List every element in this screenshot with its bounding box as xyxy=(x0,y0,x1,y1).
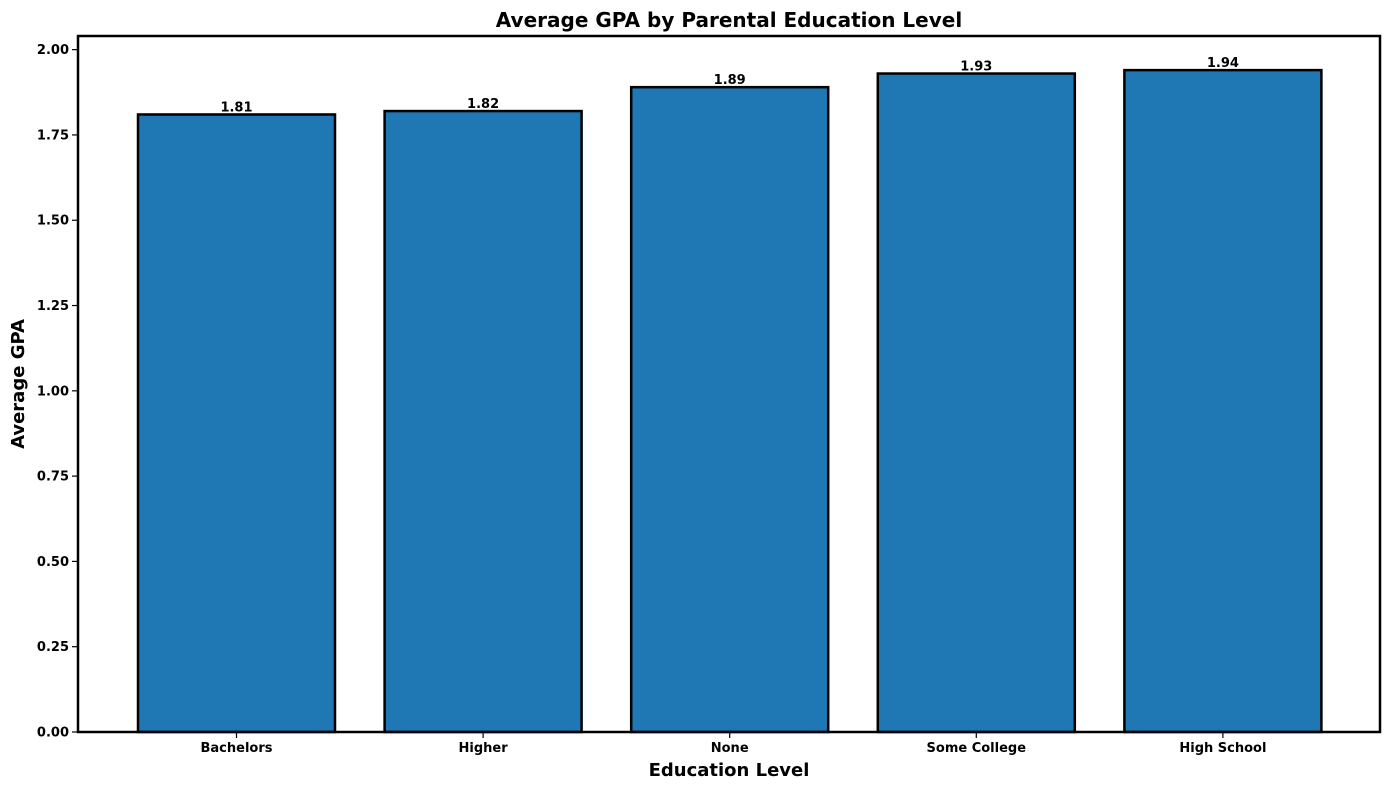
x-tick-label: High School xyxy=(1179,741,1266,756)
bar xyxy=(1123,68,1323,734)
x-axis-title: Education Level xyxy=(649,760,810,781)
x-tick-label: Bachelors xyxy=(201,741,273,756)
bar xyxy=(629,85,830,734)
bars-group: 1.81 1.82 1.89 1.93 1.94 xyxy=(136,56,1323,734)
y-tick-label: 0.25 xyxy=(37,640,69,655)
chart-title: Average GPA by Parental Education Level xyxy=(496,8,962,32)
bar-value-label: 1.89 xyxy=(714,73,746,88)
bar xyxy=(876,72,1077,734)
y-tick-label: 0.75 xyxy=(37,470,69,485)
y-axis: 0.00 0.25 0.50 0.75 1.00 1.25 1.50 1.75 2.00 xyxy=(37,43,78,741)
y-tick-label: 0.00 xyxy=(37,726,69,741)
y-axis-title: Average GPA xyxy=(8,319,29,449)
y-tick-label: 1.50 xyxy=(37,214,69,229)
plot-frame xyxy=(76,34,1382,734)
y-tick-label: 1.00 xyxy=(37,384,69,399)
y-tick-label: 1.75 xyxy=(37,128,69,143)
bar-value-label: 1.81 xyxy=(220,100,252,115)
bar xyxy=(136,113,337,734)
x-tick-label: Some College xyxy=(927,741,1027,756)
x-tick-label: Higher xyxy=(459,741,509,756)
x-tick-label: None xyxy=(711,741,749,756)
y-tick-label: 2.00 xyxy=(37,43,69,58)
y-tick-label: 0.50 xyxy=(37,555,69,570)
bar-value-label: 1.82 xyxy=(467,97,499,112)
x-axis: Bachelors Higher None Some College High Scho… xyxy=(201,732,1266,756)
bar-value-label: 1.93 xyxy=(960,60,992,75)
bar xyxy=(383,109,583,734)
bar-value-label: 1.94 xyxy=(1207,56,1239,71)
y-tick-label: 1.25 xyxy=(37,299,69,314)
